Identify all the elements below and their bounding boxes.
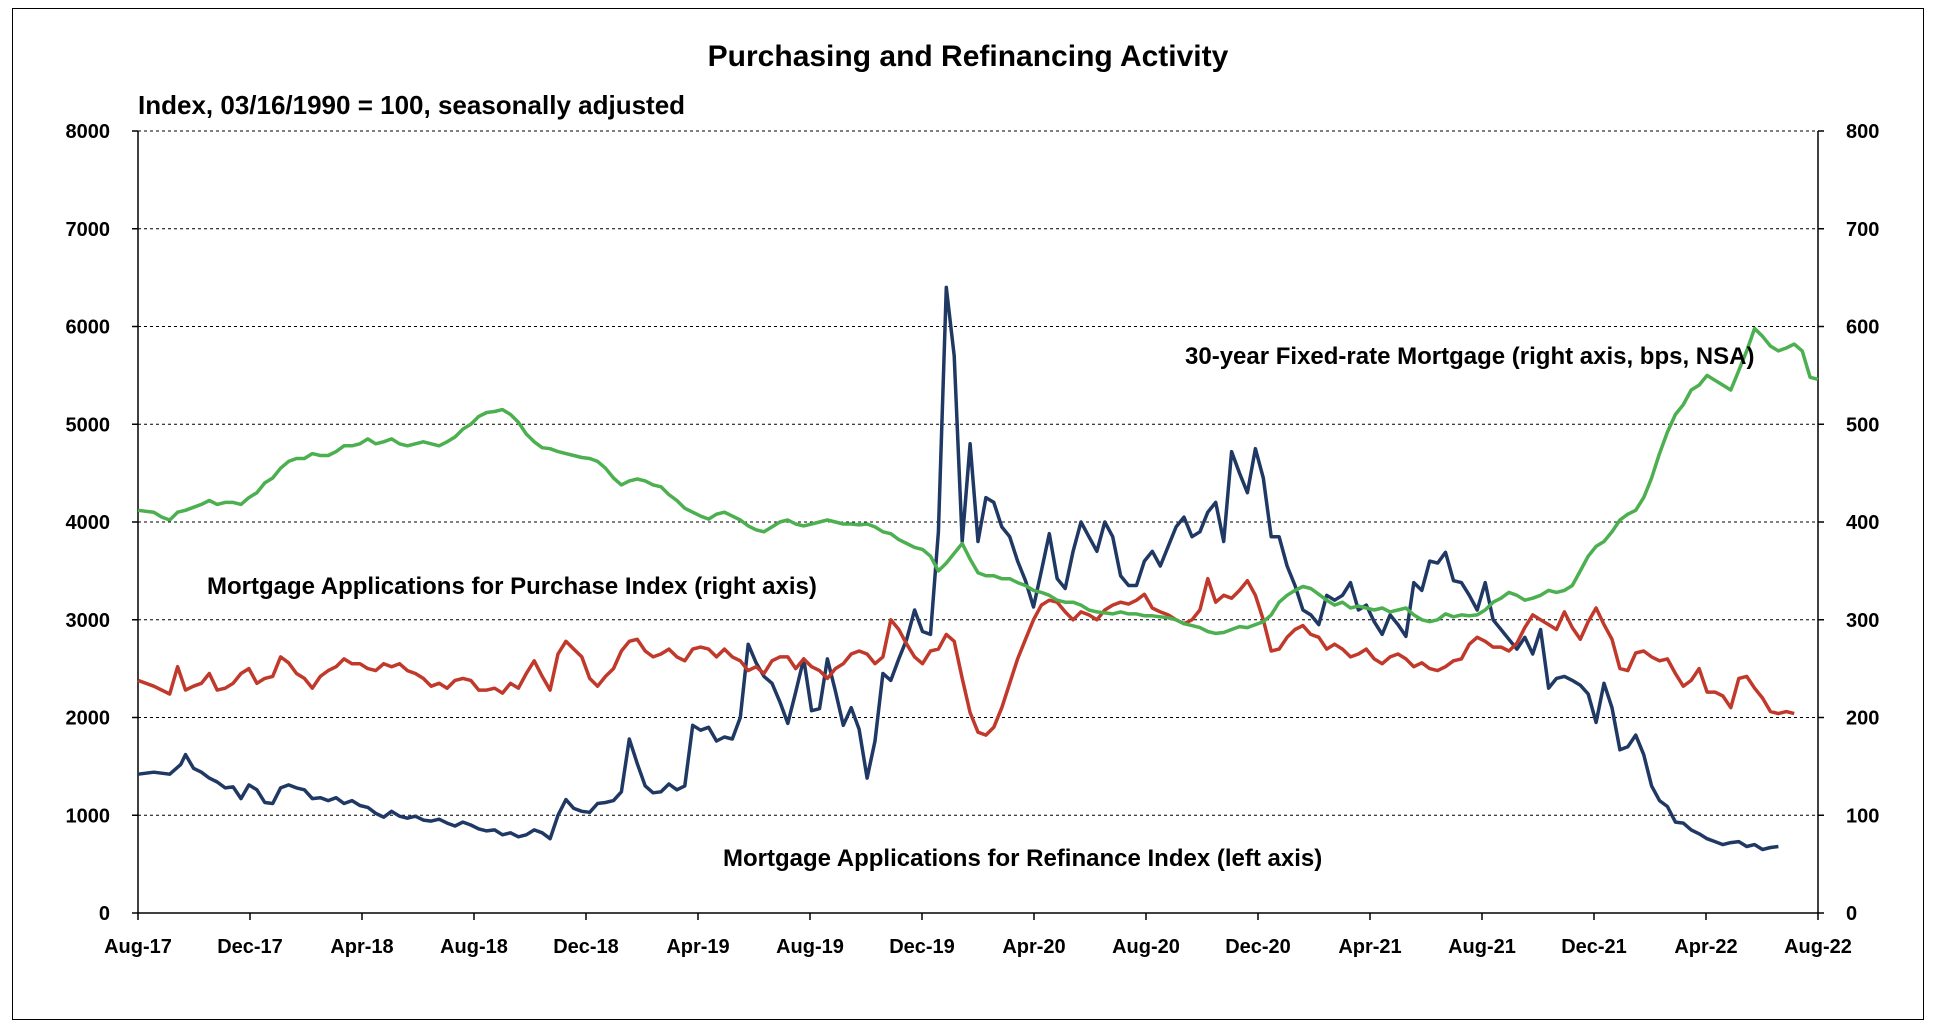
y-right-tick-label: 400 (1846, 512, 1879, 534)
y-left-tick-label: 4000 (66, 512, 111, 534)
x-tick-label: Aug-17 (104, 936, 172, 958)
y-right-tick-label: 700 (1846, 219, 1879, 241)
x-tick-label: Dec-21 (1561, 936, 1627, 958)
y-left-tick-label: 1000 (66, 805, 111, 827)
y-left-tick-label: 8000 (66, 121, 111, 143)
y-right-tick-label: 0 (1846, 903, 1857, 925)
y-left-tick-label: 0 (99, 903, 110, 925)
y-right-tick-label: 500 (1846, 414, 1879, 436)
y-left-tick-label: 6000 (66, 317, 111, 339)
x-tick-label: Apr-18 (330, 936, 393, 958)
y-left-tick-label: 7000 (66, 219, 111, 241)
x-tick-label: Apr-20 (1002, 936, 1065, 958)
y-right-tick-label: 100 (1846, 805, 1879, 827)
x-tick-label: Apr-22 (1674, 936, 1737, 958)
x-tick-label: Dec-19 (889, 936, 955, 958)
x-tick-label: Aug-21 (1448, 936, 1516, 958)
x-tick-label: Aug-20 (1112, 936, 1180, 958)
mortgage-rate-label: 30-year Fixed-rate Mortgage (right axis,… (1185, 343, 1754, 370)
chart-frame (12, 8, 1924, 1020)
x-tick-label: Aug-19 (776, 936, 844, 958)
y-left-tick-label: 2000 (66, 708, 111, 730)
y-left-tick-label: 5000 (66, 414, 111, 436)
series-lines (137, 285, 1819, 852)
y-right-tick-label: 800 (1846, 121, 1879, 143)
x-tick-label: Dec-20 (1225, 936, 1291, 958)
gridlines (138, 130, 1818, 816)
purchase-index-line (137, 576, 1795, 737)
purchase-index-label: Mortgage Applications for Purchase Index… (207, 573, 817, 600)
x-tick-label: Dec-18 (553, 936, 619, 958)
axes (132, 130, 1824, 920)
tick-labels: 0 1000 2000 3000 4000 5000 6000 7000 8000 0 100 200… (66, 121, 1880, 958)
chart-subtitle: Index, 03/16/1990 = 100, seasonally adju… (138, 90, 685, 120)
y-right-tick-label: 300 (1846, 610, 1879, 632)
refinance-index-line (137, 285, 1779, 852)
x-tick-label: Aug-18 (440, 936, 508, 958)
y-right-tick-label: 600 (1846, 317, 1879, 339)
x-tick-label: Dec-17 (217, 936, 283, 958)
mortgage-rate-line (137, 326, 1819, 636)
refinance-index-label: Mortgage Applications for Refinance Inde… (723, 845, 1322, 872)
x-tick-label: Apr-21 (1338, 936, 1401, 958)
y-left-tick-label: 3000 (66, 610, 111, 632)
chart-title: Purchasing and Refinancing Activity (708, 40, 1229, 73)
x-tick-label: Aug-22 (1784, 936, 1852, 958)
x-tick-label: Apr-19 (666, 936, 729, 958)
y-right-tick-label: 200 (1846, 708, 1879, 730)
